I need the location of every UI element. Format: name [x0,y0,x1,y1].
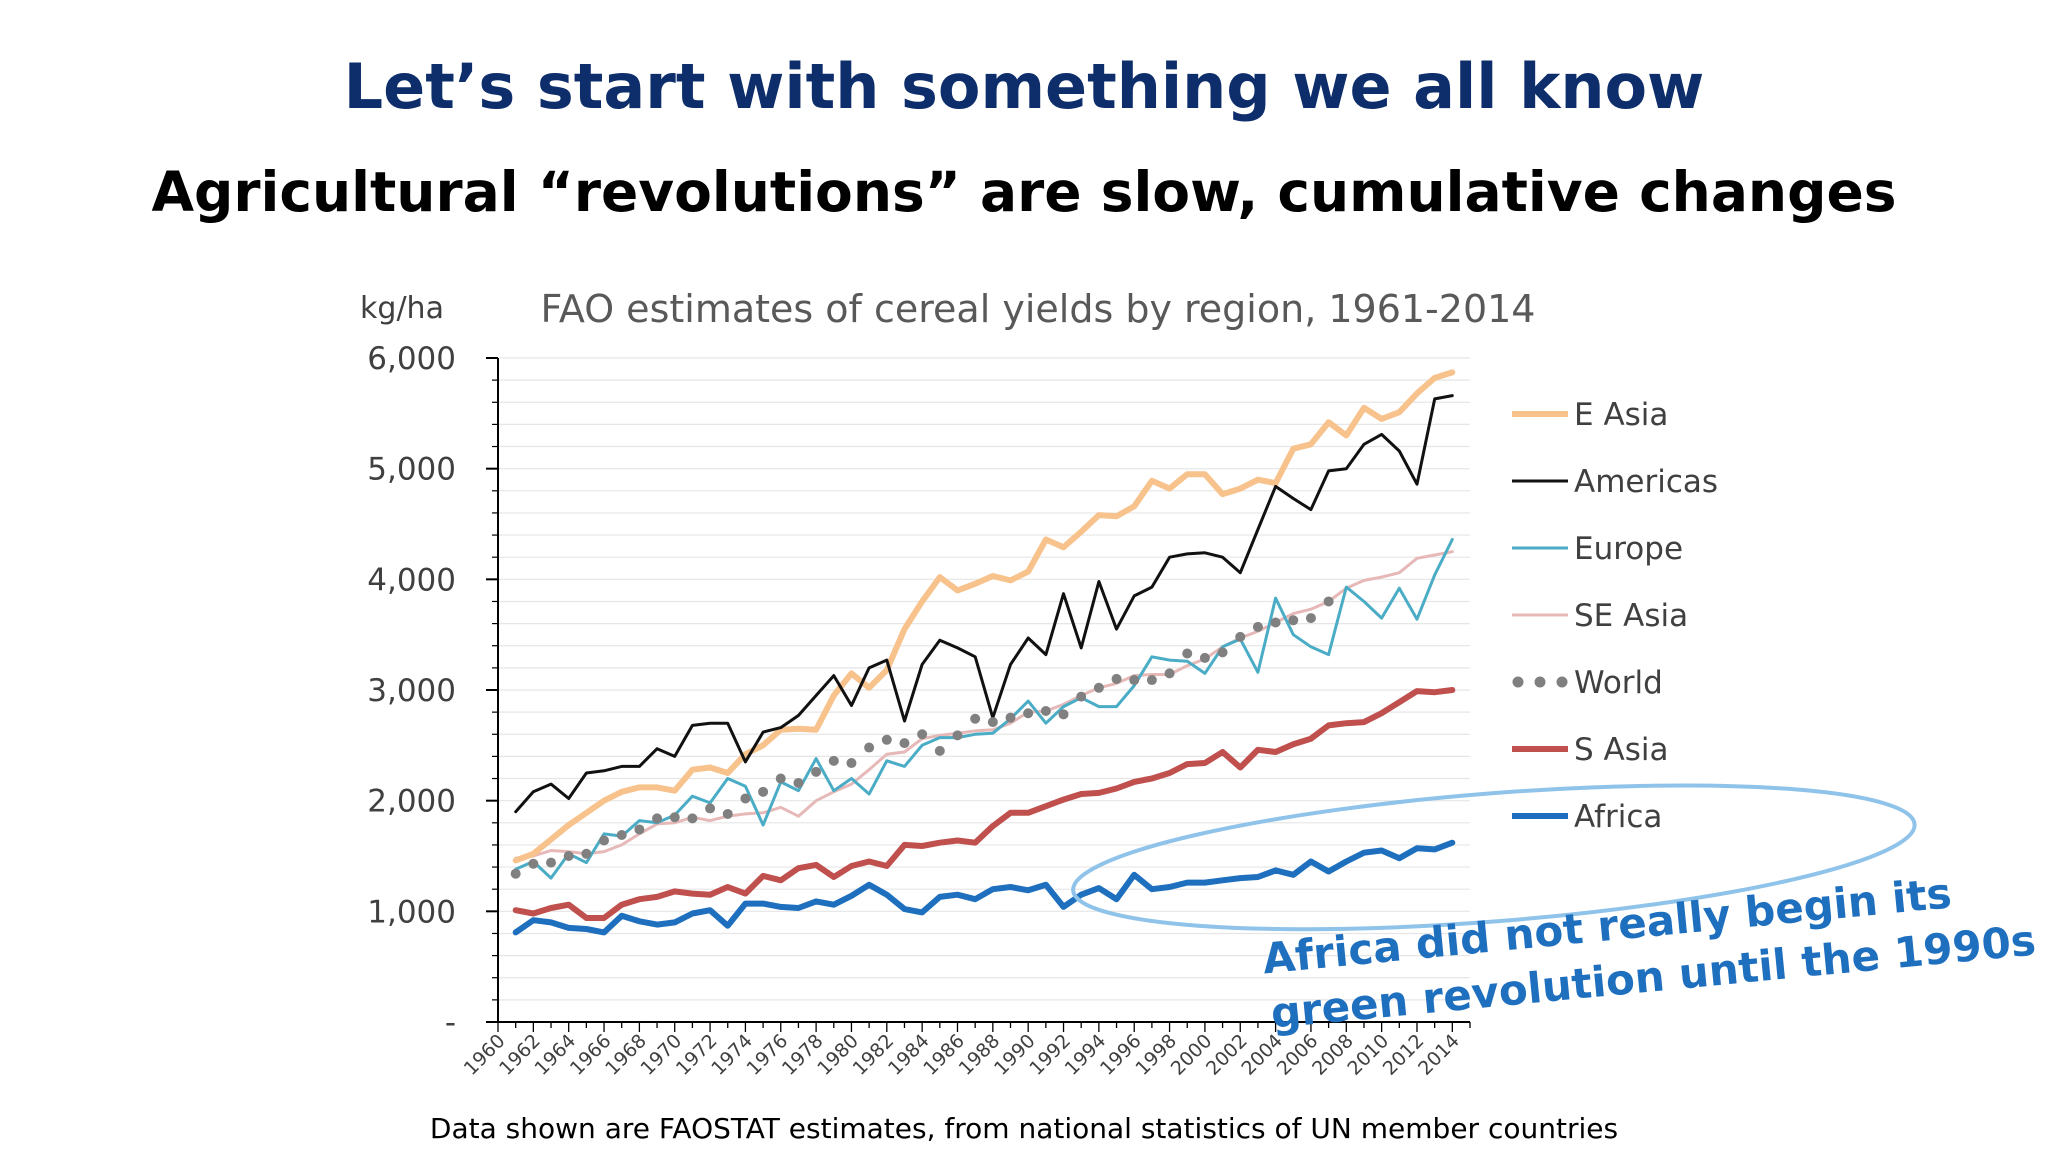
series-point-world [722,808,733,819]
legend-label-africa: Africa [1574,799,1662,835]
y-tick-label: 5,000 [367,452,456,488]
series-point-world [1040,706,1051,717]
legend: E Asia Americas Europe SE Asia World S Asia Af… [1512,397,1718,835]
series-point-world [669,812,680,823]
legend-label-europe: Europe [1574,531,1683,567]
series-point-world [1235,631,1246,642]
series-point-world [1129,675,1140,686]
y-tick-label: 1,000 [367,894,456,930]
series-point-world [1093,682,1104,693]
series-point-world [758,786,769,797]
legend-label-americas: Americas [1574,464,1718,500]
series-point-world [1323,596,1334,607]
series-point-world [828,755,839,766]
series-point-world [952,730,963,741]
series-lines [510,369,1456,936]
legend-label-world: World [1574,665,1663,701]
x-tick-label: 2014 [1414,1030,1464,1080]
series-point-world [1217,647,1228,658]
series-point-world [510,868,521,879]
series-point-world [616,829,627,840]
series-point-world [705,803,716,814]
footer-note: Data shown are FAOSTAT estimates, from n… [429,1112,1619,1145]
series-point-world [1058,709,1069,720]
slide-subtitle: Agricultural “revolutions” are slow, cum… [151,160,1897,224]
chart-title: FAO estimates of cereal yields by region… [541,287,1536,331]
series-line-americas [514,394,1454,814]
series-point-world [581,848,592,859]
series-point-world [881,734,892,745]
series-point-world [987,717,998,728]
y-tick-label: 3,000 [367,673,456,709]
series-point-world [1182,648,1193,659]
legend-label-s-asia: S Asia [1574,732,1669,768]
series-line-s-asia [512,687,1456,921]
series-point-world [899,738,910,749]
series-point-world [652,813,663,824]
series-point-world [1146,675,1157,686]
series-point-world [864,742,875,753]
y-tick-label: 2,000 [367,784,456,820]
series-point-world [563,851,574,861]
annotation: Africa did not really begin its green re… [1071,783,2038,1038]
series-point-world [775,773,786,784]
legend-label-e-asia: E Asia [1574,397,1668,433]
series-point-world [811,766,822,777]
series-point-world [1252,621,1263,632]
legend-swatch-world [1512,676,1524,688]
legend-swatch-world [1534,676,1546,688]
africa-highlight-ellipse [1071,783,1917,932]
legend-swatch-world [1556,676,1568,688]
series-point-world [1164,668,1175,679]
series-point-world [740,793,751,804]
series-point-world [634,824,645,835]
series-point-world [599,835,610,846]
series-line-e-asia [512,369,1456,864]
slide-title: Let’s start with something we all know [343,50,1705,123]
series-point-world [793,777,804,788]
series-point-world [1288,615,1299,626]
series-point-world [1111,673,1122,684]
series-point-world [546,857,557,868]
series-line-africa [512,839,1456,936]
series-point-world [1076,691,1087,702]
series-point-world [934,745,945,756]
series-point-world [528,858,539,869]
legend-label-se-asia: SE Asia [1574,598,1688,634]
series-point-world [687,813,698,824]
series-point-world [1023,708,1034,719]
series-point-world [1270,617,1281,628]
series-point-world [970,713,981,724]
series-point-world [1305,613,1316,624]
series-point-world [1199,652,1210,663]
series-point-world [1005,712,1016,723]
series-point-world [917,729,928,740]
series-line-europe [514,538,1454,880]
series-line-se-asia [514,550,1454,860]
series-point-world [846,758,857,769]
gridlines [498,357,1470,1001]
y-tick-label: 4,000 [367,562,456,598]
y-tick-label: 6,000 [367,341,456,377]
y-axis-unit-label: kg/ha [360,291,444,326]
y-tick-label: - [445,1005,456,1041]
